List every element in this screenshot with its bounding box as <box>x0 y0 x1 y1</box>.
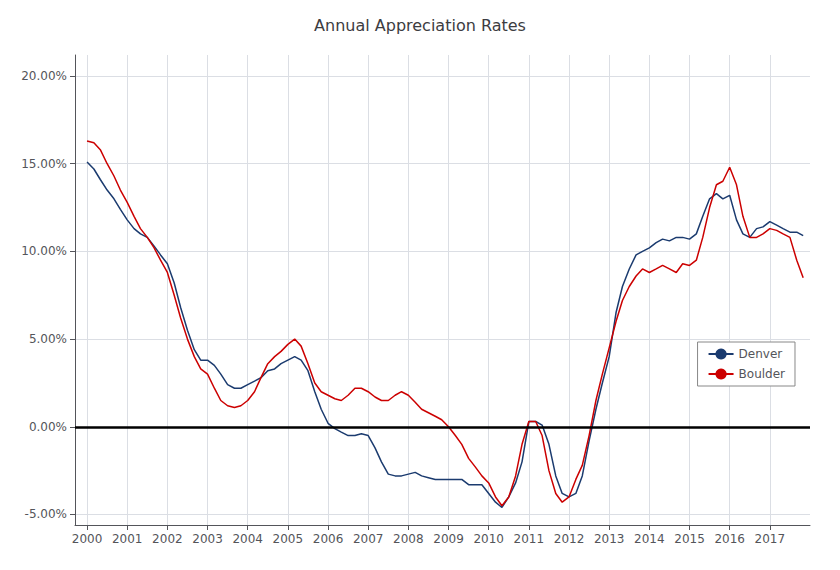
svg-text:Boulder: Boulder <box>739 367 786 381</box>
svg-text:2005: 2005 <box>273 532 304 546</box>
svg-text:2010: 2010 <box>473 532 504 546</box>
svg-text:2001: 2001 <box>112 532 143 546</box>
svg-text:15.00%: 15.00% <box>21 157 67 171</box>
svg-text:-5.00%: -5.00% <box>25 507 67 521</box>
svg-text:2009: 2009 <box>433 532 464 546</box>
svg-text:0.00%: 0.00% <box>29 420 67 434</box>
svg-text:2000: 2000 <box>72 532 103 546</box>
svg-text:2007: 2007 <box>353 532 384 546</box>
svg-text:2013: 2013 <box>594 532 625 546</box>
svg-text:2002: 2002 <box>152 532 183 546</box>
svg-text:2015: 2015 <box>674 532 705 546</box>
svg-text:10.00%: 10.00% <box>21 244 67 258</box>
svg-text:2003: 2003 <box>192 532 223 546</box>
svg-text:2012: 2012 <box>554 532 585 546</box>
svg-text:2016: 2016 <box>714 532 745 546</box>
svg-text:2008: 2008 <box>393 532 424 546</box>
svg-text:Denver: Denver <box>739 347 783 361</box>
svg-text:2006: 2006 <box>313 532 344 546</box>
svg-text:20.00%: 20.00% <box>21 69 67 83</box>
svg-text:2017: 2017 <box>755 532 786 546</box>
svg-text:2014: 2014 <box>634 532 665 546</box>
svg-text:5.00%: 5.00% <box>29 332 67 346</box>
svg-text:Annual Appreciation Rates: Annual Appreciation Rates <box>314 16 526 35</box>
svg-text:2004: 2004 <box>232 532 263 546</box>
svg-text:2011: 2011 <box>514 532 545 546</box>
